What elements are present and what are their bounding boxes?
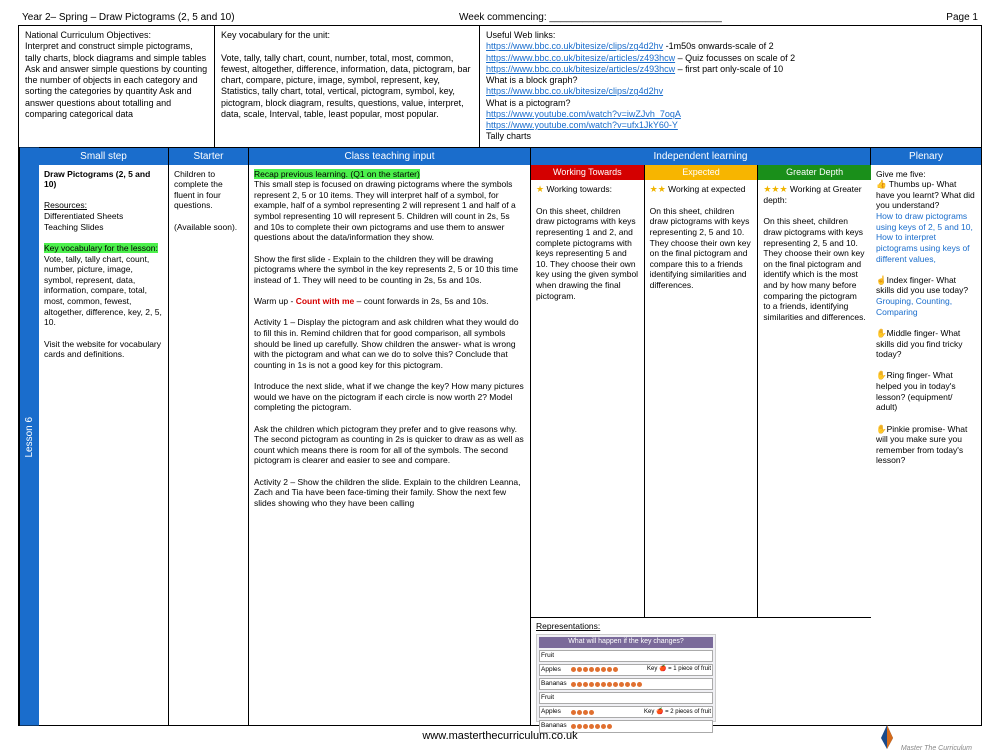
small-step-cell: Draw Pictograms (2, 5 and 10) Resources:… bbox=[39, 165, 169, 726]
links-title: Useful Web links: bbox=[486, 30, 975, 41]
ex-cell: ★★ Working at expected On this sheet, ch… bbox=[645, 180, 759, 618]
representations: Representations: What will happen if the… bbox=[531, 617, 871, 725]
rep-title: What will happen if the key changes? bbox=[539, 637, 713, 648]
warm-after: – count forwards in 2s, 5s and 10s. bbox=[354, 296, 488, 306]
ex-header: Expected bbox=[645, 165, 759, 180]
activity-2: Activity 2 – Show the children the slide… bbox=[254, 477, 521, 508]
top-info-row: National Curriculum Objectives: Interpre… bbox=[19, 26, 981, 148]
pinkie: Pinkie promise- What will you make sure … bbox=[876, 424, 967, 466]
ring-icon: ✋ bbox=[876, 370, 887, 380]
middle-icon: ✋ bbox=[876, 328, 887, 338]
link-5[interactable]: https://www.youtube.com/watch?v=iwZJvh_7… bbox=[486, 109, 681, 119]
thumb-ans: How to draw pictograms using keys of 2, … bbox=[876, 211, 973, 264]
ex-text: On this sheet, children draw pictograms … bbox=[650, 206, 751, 290]
thumb: Thumbs up- What have you learnt? What di… bbox=[876, 179, 975, 210]
thumb-icon: 👍 bbox=[876, 179, 887, 189]
small-title: Draw Pictograms (2, 5 and 10) bbox=[44, 169, 150, 190]
teaching-cell: Recap previous learning. (Q1 on the star… bbox=[249, 165, 531, 726]
footer-url: www.masterthecurriculum.co.uk bbox=[422, 730, 577, 742]
kv-lesson: Vote, tally, tally chart, count, number,… bbox=[44, 254, 162, 328]
header-page: Page 1 bbox=[946, 12, 978, 23]
nc-title: National Curriculum Objectives: bbox=[25, 30, 208, 41]
independent-cell: Working Towards Expected Greater Depth ★… bbox=[531, 165, 871, 726]
ring: Ring finger- What helped you in today's … bbox=[876, 370, 956, 412]
link-1[interactable]: https://www.bbc.co.uk/bitesize/clips/zg4… bbox=[486, 41, 663, 51]
warm-label: Warm up - bbox=[254, 296, 296, 306]
col-teaching: Class teaching input bbox=[249, 148, 531, 165]
indep-body: ★ Working towards: On this sheet, childr… bbox=[531, 180, 871, 618]
col-plenary: Plenary bbox=[871, 148, 981, 165]
wt-header: Working Towards bbox=[531, 165, 645, 180]
starter-cell: Children to complete the fluent in four … bbox=[169, 165, 249, 726]
star-icon: ★ bbox=[536, 184, 544, 194]
wt-cell: ★ Working towards: On this sheet, childr… bbox=[531, 180, 645, 618]
teach-p2: Show the first slide - Explain to the ch… bbox=[254, 254, 518, 285]
mid: Middle finger- What skills did you find … bbox=[876, 328, 962, 359]
page: Year 2– Spring – Draw Pictograms (2, 5 a… bbox=[0, 0, 1000, 750]
resources-h: Resources: bbox=[44, 200, 87, 210]
activity-1: Activity 1 – Display the pictogram and a… bbox=[254, 317, 519, 370]
col-starter: Starter bbox=[169, 148, 249, 165]
indep-headers: Working Towards Expected Greater Depth bbox=[531, 165, 871, 180]
warm-red: Count with me bbox=[296, 296, 355, 306]
wt-text: On this sheet, children draw pictograms … bbox=[536, 206, 638, 301]
link-3[interactable]: https://www.bbc.co.uk/bitesize/articles/… bbox=[486, 64, 675, 74]
header-left: Year 2– Spring – Draw Pictograms (2, 5 a… bbox=[22, 12, 235, 23]
useful-links: Useful Web links: https://www.bbc.co.uk/… bbox=[479, 26, 981, 147]
main-table: National Curriculum Objectives: Interpre… bbox=[18, 25, 982, 726]
column-headers: Small step Starter Class teaching input … bbox=[39, 148, 981, 165]
page-header: Year 2– Spring – Draw Pictograms (2, 5 a… bbox=[18, 10, 982, 25]
gd-text: On this sheet, children draw pictograms … bbox=[763, 216, 865, 322]
kv-lesson-h: Key vocabulary for the lesson: bbox=[44, 243, 158, 253]
gd-cell: ★★★ Working at Greater depth: On this sh… bbox=[758, 180, 871, 618]
brand-logo: Master The Curriculum bbox=[876, 724, 972, 753]
rep-h: Representations: bbox=[536, 621, 600, 631]
gmf: Give me five: bbox=[876, 169, 926, 179]
col-independent: Independent learning bbox=[531, 148, 871, 165]
rep-image: What will happen if the key changes? Fru… bbox=[536, 634, 716, 722]
lesson-tab: Lesson 6 bbox=[19, 148, 39, 726]
teach-p4: Ask the children which pictogram they pr… bbox=[254, 424, 524, 466]
key-vocab-unit: Key vocabulary for the unit: Vote, tally… bbox=[214, 26, 479, 147]
vocab-body: Vote, tally, tally chart, count, number,… bbox=[221, 53, 473, 121]
q-pictogram: What is a pictogram? bbox=[486, 98, 975, 109]
idx: Index finger- What skills did you use to… bbox=[876, 275, 968, 296]
index-icon: ☝️ bbox=[876, 275, 887, 285]
teach-p1: This small step is focused on drawing pi… bbox=[254, 179, 516, 242]
teach-p3: Introduce the next slide, what if we cha… bbox=[254, 381, 524, 412]
plenary-cell: Give me five: 👍 Thumbs up- What have you… bbox=[871, 165, 981, 726]
tally-label: Tally charts bbox=[486, 131, 975, 142]
header-week: Week commencing: _______________________… bbox=[459, 12, 722, 23]
brand-text: Master The Curriculum bbox=[901, 745, 972, 752]
star-icon: ★★★ bbox=[763, 184, 787, 194]
lesson-grid: Lesson 6 Small step Starter Class teachi… bbox=[19, 148, 981, 726]
link-6[interactable]: https://www.youtube.com/watch?v=ufx1JkY6… bbox=[486, 120, 678, 130]
recap: Recap previous learning. (Q1 on the star… bbox=[254, 169, 420, 179]
grid-body: Small step Starter Class teaching input … bbox=[39, 148, 981, 726]
q-block-graph: What is a block graph? bbox=[486, 75, 975, 86]
star-icon: ★★ bbox=[650, 184, 666, 194]
footer: www.masterthecurriculum.co.uk Master The… bbox=[18, 726, 982, 742]
vocab-title: Key vocabulary for the unit: bbox=[221, 30, 473, 41]
link-4[interactable]: https://www.bbc.co.uk/bitesize/clips/zg4… bbox=[486, 86, 663, 96]
resources: Differentiated Sheets Teaching Slides bbox=[44, 211, 123, 232]
idx-ans: Grouping, Counting, Comparing bbox=[876, 296, 952, 317]
content-row: Draw Pictograms (2, 5 and 10) Resources:… bbox=[39, 165, 981, 726]
link-2[interactable]: https://www.bbc.co.uk/bitesize/articles/… bbox=[486, 53, 675, 63]
col-small-step: Small step bbox=[39, 148, 169, 165]
gd-header: Greater Depth bbox=[758, 165, 871, 180]
nc-objectives: National Curriculum Objectives: Interpre… bbox=[19, 26, 214, 147]
pinkie-icon: ✋ bbox=[876, 424, 887, 434]
nc-body: Interpret and construct simple pictogram… bbox=[25, 41, 208, 120]
visit-site: Visit the website for vocabulary cards a… bbox=[44, 339, 161, 360]
